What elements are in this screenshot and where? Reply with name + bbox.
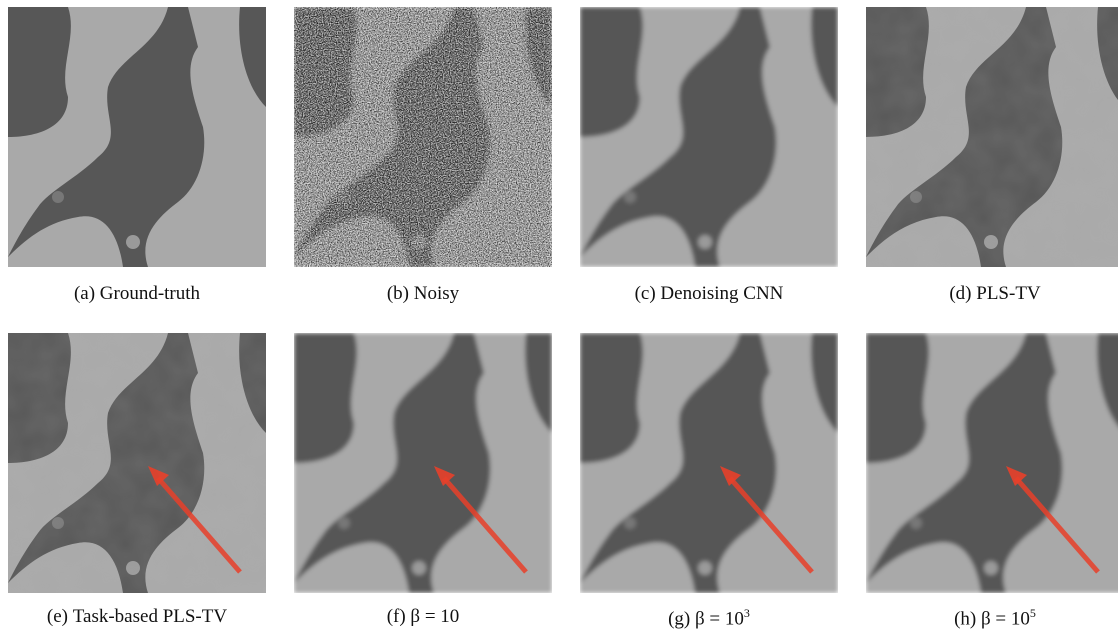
caption: (a) Ground-truth [0, 283, 287, 305]
panel-image [580, 7, 838, 267]
panel-image [294, 7, 552, 267]
caption-label: (h) [954, 608, 977, 630]
caption-label: (f) [386, 606, 406, 627]
panel-image [580, 333, 838, 593]
scene [580, 7, 838, 267]
panel-image [8, 7, 266, 267]
caption: (c) Denoising CNN [559, 283, 859, 305]
caption-label: (c) [634, 283, 656, 304]
caption-text: Ground-truth [99, 283, 201, 304]
caption-sup: 3 [743, 606, 750, 620]
caption-text: Task-based PLS-TV [72, 606, 228, 627]
arrow-shaft [728, 476, 814, 574]
caption-text: β = 10 [410, 606, 460, 627]
caption-text: Noisy [413, 283, 460, 304]
caption: (d) PLS-TV [845, 283, 1118, 305]
panel-image [866, 333, 1118, 593]
panel-image [8, 333, 266, 593]
arrow-head [148, 466, 169, 486]
arrow-shaft [442, 476, 528, 574]
caption: (f) β = 10 [273, 606, 573, 628]
caption-text: β = 10 [695, 608, 744, 630]
caption-sup: 5 [1029, 606, 1036, 620]
arrow-head [434, 466, 455, 486]
caption: (g) β = 103 [559, 606, 859, 630]
caption: (e) Task-based PLS-TV [0, 606, 287, 628]
arrow-head [1006, 466, 1027, 486]
caption-label: (g) [668, 608, 691, 630]
caption-text: PLS-TV [976, 283, 1041, 304]
panel-image [866, 7, 1118, 267]
caption-label: (b) [386, 283, 409, 304]
caption-text: Denoising CNN [660, 283, 784, 304]
arrow-head [720, 466, 741, 486]
caption-label: (a) [73, 283, 96, 304]
caption: (h) β = 105 [845, 606, 1118, 630]
caption-label: (d) [949, 283, 972, 304]
caption-label: (e) [46, 606, 68, 627]
scene [8, 7, 266, 267]
caption-text: β = 10 [981, 608, 1030, 630]
caption: (b) Noisy [273, 283, 573, 305]
tv-texture [866, 7, 1118, 267]
panel-image [294, 333, 552, 593]
noise-light [294, 7, 552, 267]
arrow-shaft [156, 476, 242, 574]
arrow-shaft [1014, 476, 1100, 574]
